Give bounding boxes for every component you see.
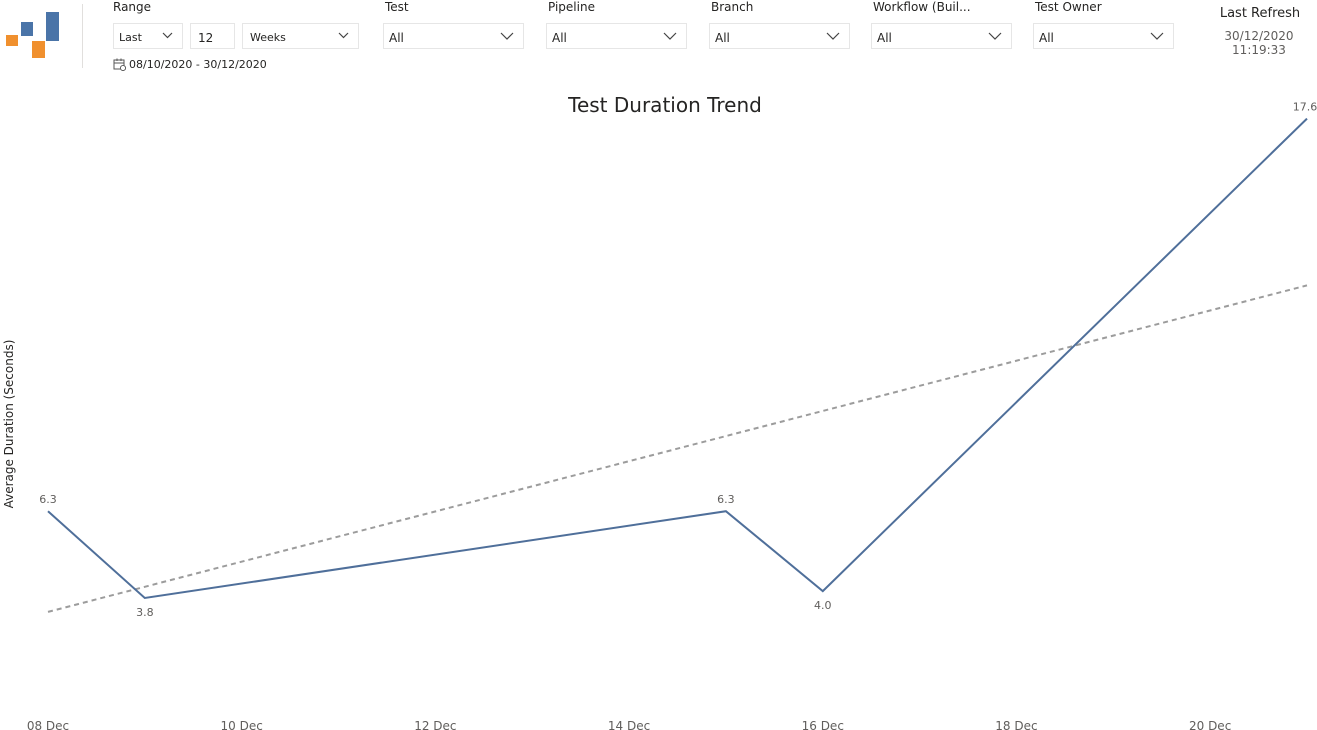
trend-line <box>47 284 1308 613</box>
data-label: 17.6 <box>1293 101 1317 114</box>
logo-bar-blue-right <box>46 12 59 41</box>
logo-bar-blue-middle <box>21 22 33 36</box>
range-unit-dropdown[interactable]: Weeks <box>242 23 359 49</box>
last-refresh-label: Last Refresh <box>1219 6 1301 21</box>
chevron-down-icon <box>826 32 840 40</box>
y-axis-label: Average Duration (Seconds) <box>2 340 16 509</box>
range-mode-dropdown[interactable]: Last <box>113 23 183 49</box>
date-range-value: 08/10/2020 - 30/12/2020 <box>129 58 267 71</box>
x-tick-label: 20 Dec <box>1189 719 1231 730</box>
x-tick-label: 16 Dec <box>802 719 844 730</box>
date-range-text: 08/10/2020 - 30/12/2020 <box>113 58 267 72</box>
workflow-value: All <box>877 31 892 45</box>
workflow-dropdown[interactable]: All <box>871 23 1012 49</box>
test-label: Test <box>385 0 409 14</box>
range-count-input[interactable]: 12 <box>190 23 235 49</box>
branch-value: All <box>715 31 730 45</box>
test-value: All <box>389 31 404 45</box>
test-owner-value: All <box>1039 31 1054 45</box>
pipeline-value: All <box>552 31 567 45</box>
x-tick-label: 18 Dec <box>995 719 1037 730</box>
logo-bar-orange-left <box>6 35 18 46</box>
workflow-label: Workflow (Buil... <box>873 0 971 14</box>
data-label: 6.3 <box>717 493 735 506</box>
chevron-down-icon <box>1150 32 1164 40</box>
plot-area: 6.3 3.8 6.3 4.0 17.6 08 Dec 10 Dec 12 Dec 14 Dec… <box>27 101 1317 730</box>
data-label: 3.8 <box>136 606 154 619</box>
x-tick-label: 10 Dec <box>221 719 263 730</box>
data-label: 6.3 <box>39 493 57 506</box>
chevron-down-icon <box>500 32 514 40</box>
data-label: 4.0 <box>814 599 832 612</box>
branch-dropdown[interactable]: All <box>709 23 850 49</box>
chevron-down-icon <box>338 32 349 39</box>
x-tick-label: 12 Dec <box>414 719 456 730</box>
branch-label: Branch <box>711 0 754 14</box>
range-mode-value: Last <box>119 31 142 44</box>
series-line <box>47 117 1308 600</box>
chart-title: Test Duration Trend <box>568 93 762 117</box>
test-owner-dropdown[interactable]: All <box>1033 23 1174 49</box>
pipeline-label: Pipeline <box>548 0 595 14</box>
test-owner-label: Test Owner <box>1035 0 1102 14</box>
test-dropdown[interactable]: All <box>383 23 524 49</box>
last-refresh-value: 30/12/2020 11:19:33 <box>1224 29 1294 57</box>
x-tick-label: 08 Dec <box>27 719 69 730</box>
app-logo <box>6 12 59 58</box>
chevron-down-icon <box>162 32 173 39</box>
chevron-down-icon <box>988 32 1002 40</box>
logo-bar-orange-bottom <box>32 41 45 58</box>
pipeline-dropdown[interactable]: All <box>546 23 687 49</box>
range-unit-value: Weeks <box>250 31 286 44</box>
x-tick-label: 14 Dec <box>608 719 650 730</box>
range-label: Range <box>113 0 152 14</box>
chevron-down-icon <box>663 32 677 40</box>
calendar-icon <box>113 58 127 72</box>
range-count-value: 12 <box>198 31 214 45</box>
header-divider <box>82 4 83 68</box>
